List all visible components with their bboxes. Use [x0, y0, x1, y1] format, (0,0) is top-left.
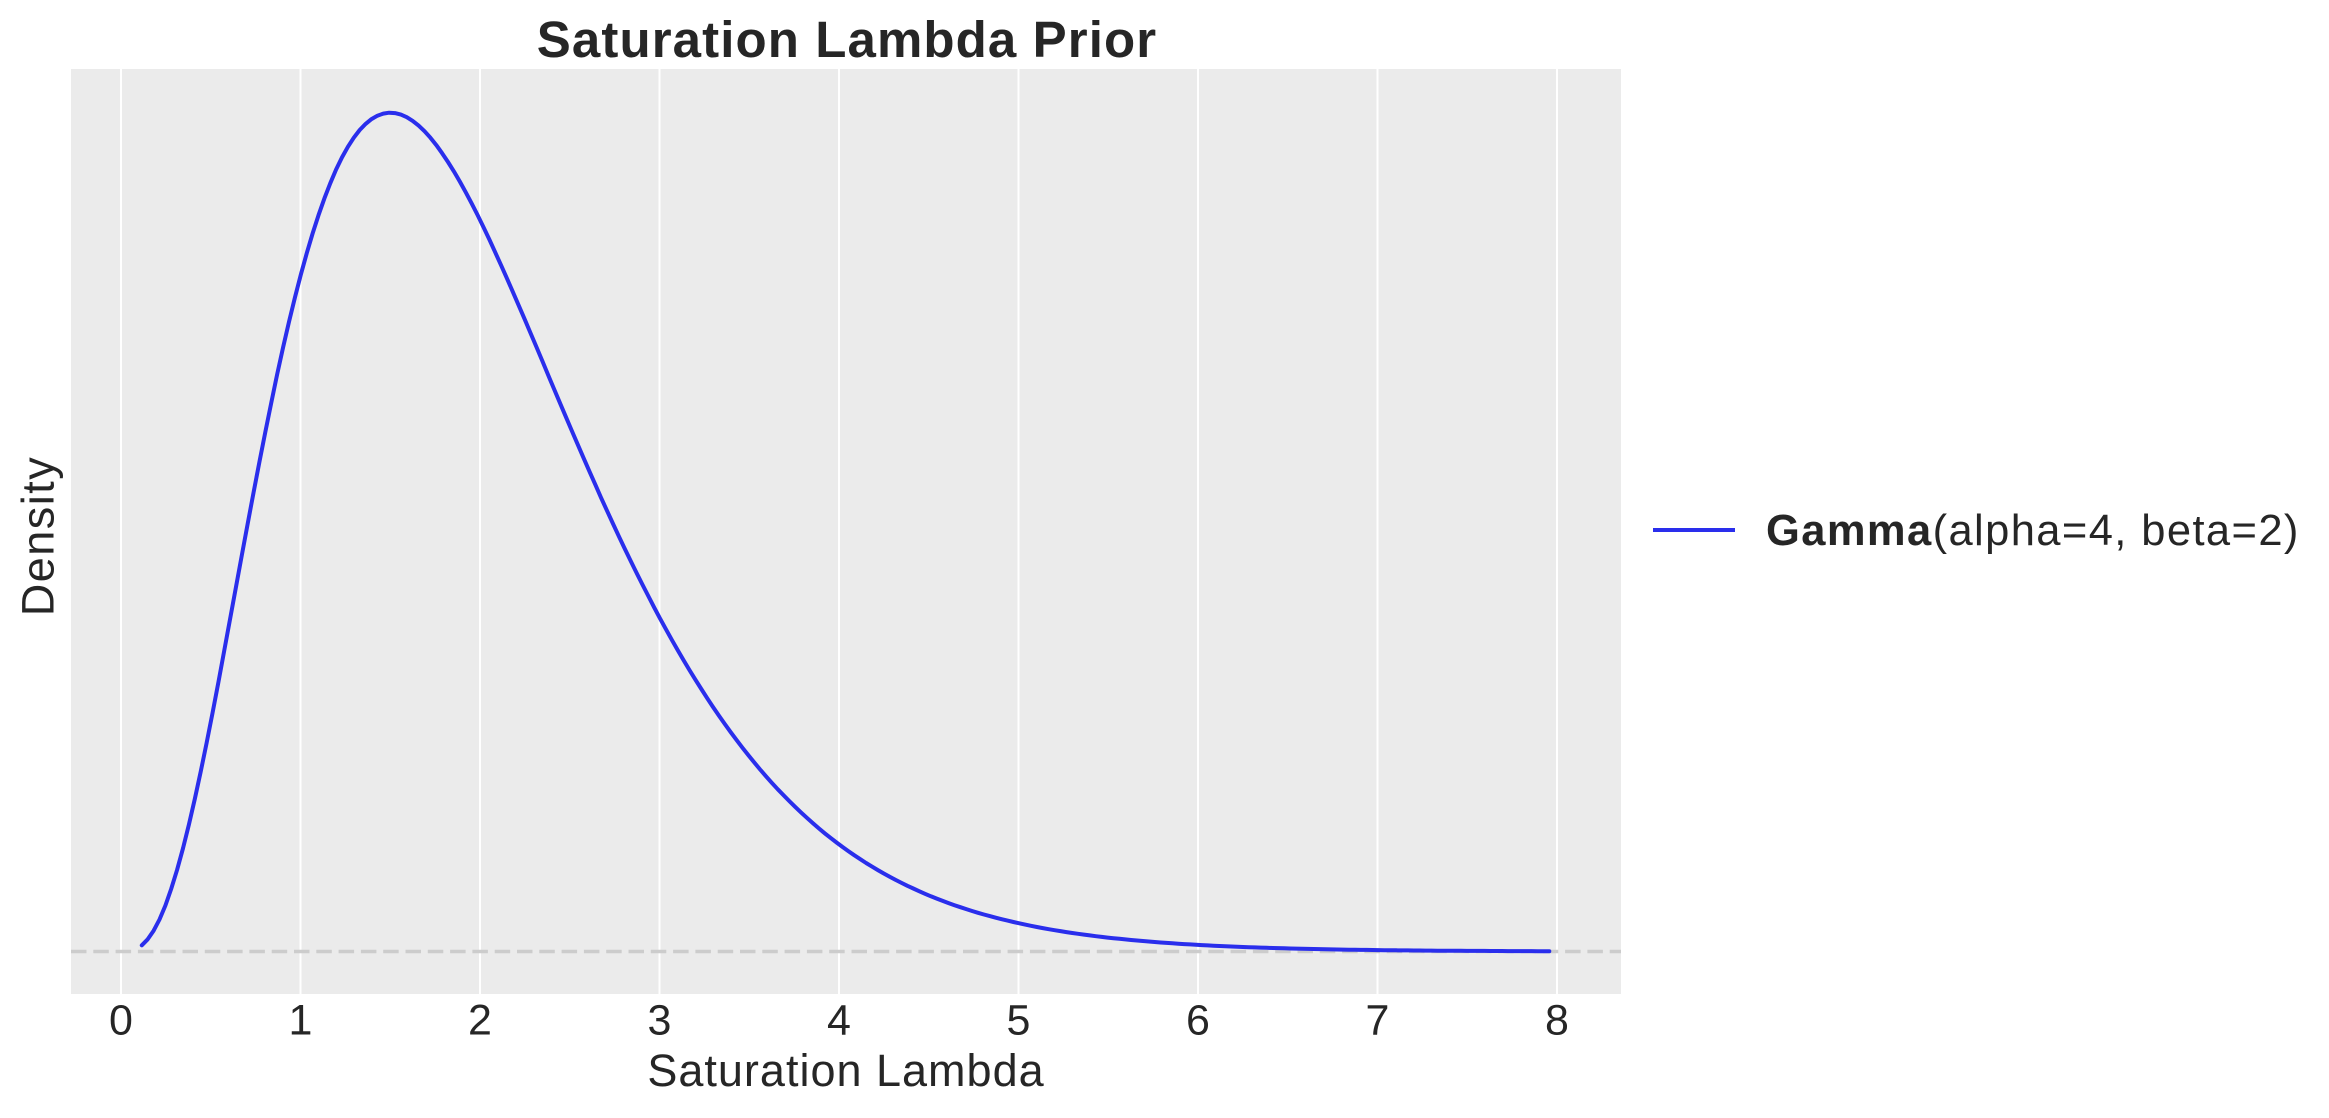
svg-text:1: 1 — [289, 997, 313, 1045]
svg-text:2: 2 — [468, 997, 492, 1045]
svg-text:Saturation Lambda: Saturation Lambda — [647, 1045, 1044, 1096]
svg-text:3: 3 — [648, 997, 672, 1045]
svg-text:8: 8 — [1545, 997, 1569, 1045]
svg-text:7: 7 — [1366, 997, 1390, 1045]
svg-text:5: 5 — [1007, 997, 1031, 1045]
svg-text:Saturation Lambda Prior: Saturation Lambda Prior — [537, 11, 1157, 68]
svg-text:4: 4 — [827, 997, 851, 1045]
svg-text:6: 6 — [1186, 997, 1210, 1045]
svg-text:Density: Density — [13, 456, 64, 617]
svg-text:Gamma(alpha=4, beta=2): Gamma(alpha=4, beta=2) — [1766, 507, 2300, 555]
svg-text:0: 0 — [109, 997, 133, 1045]
